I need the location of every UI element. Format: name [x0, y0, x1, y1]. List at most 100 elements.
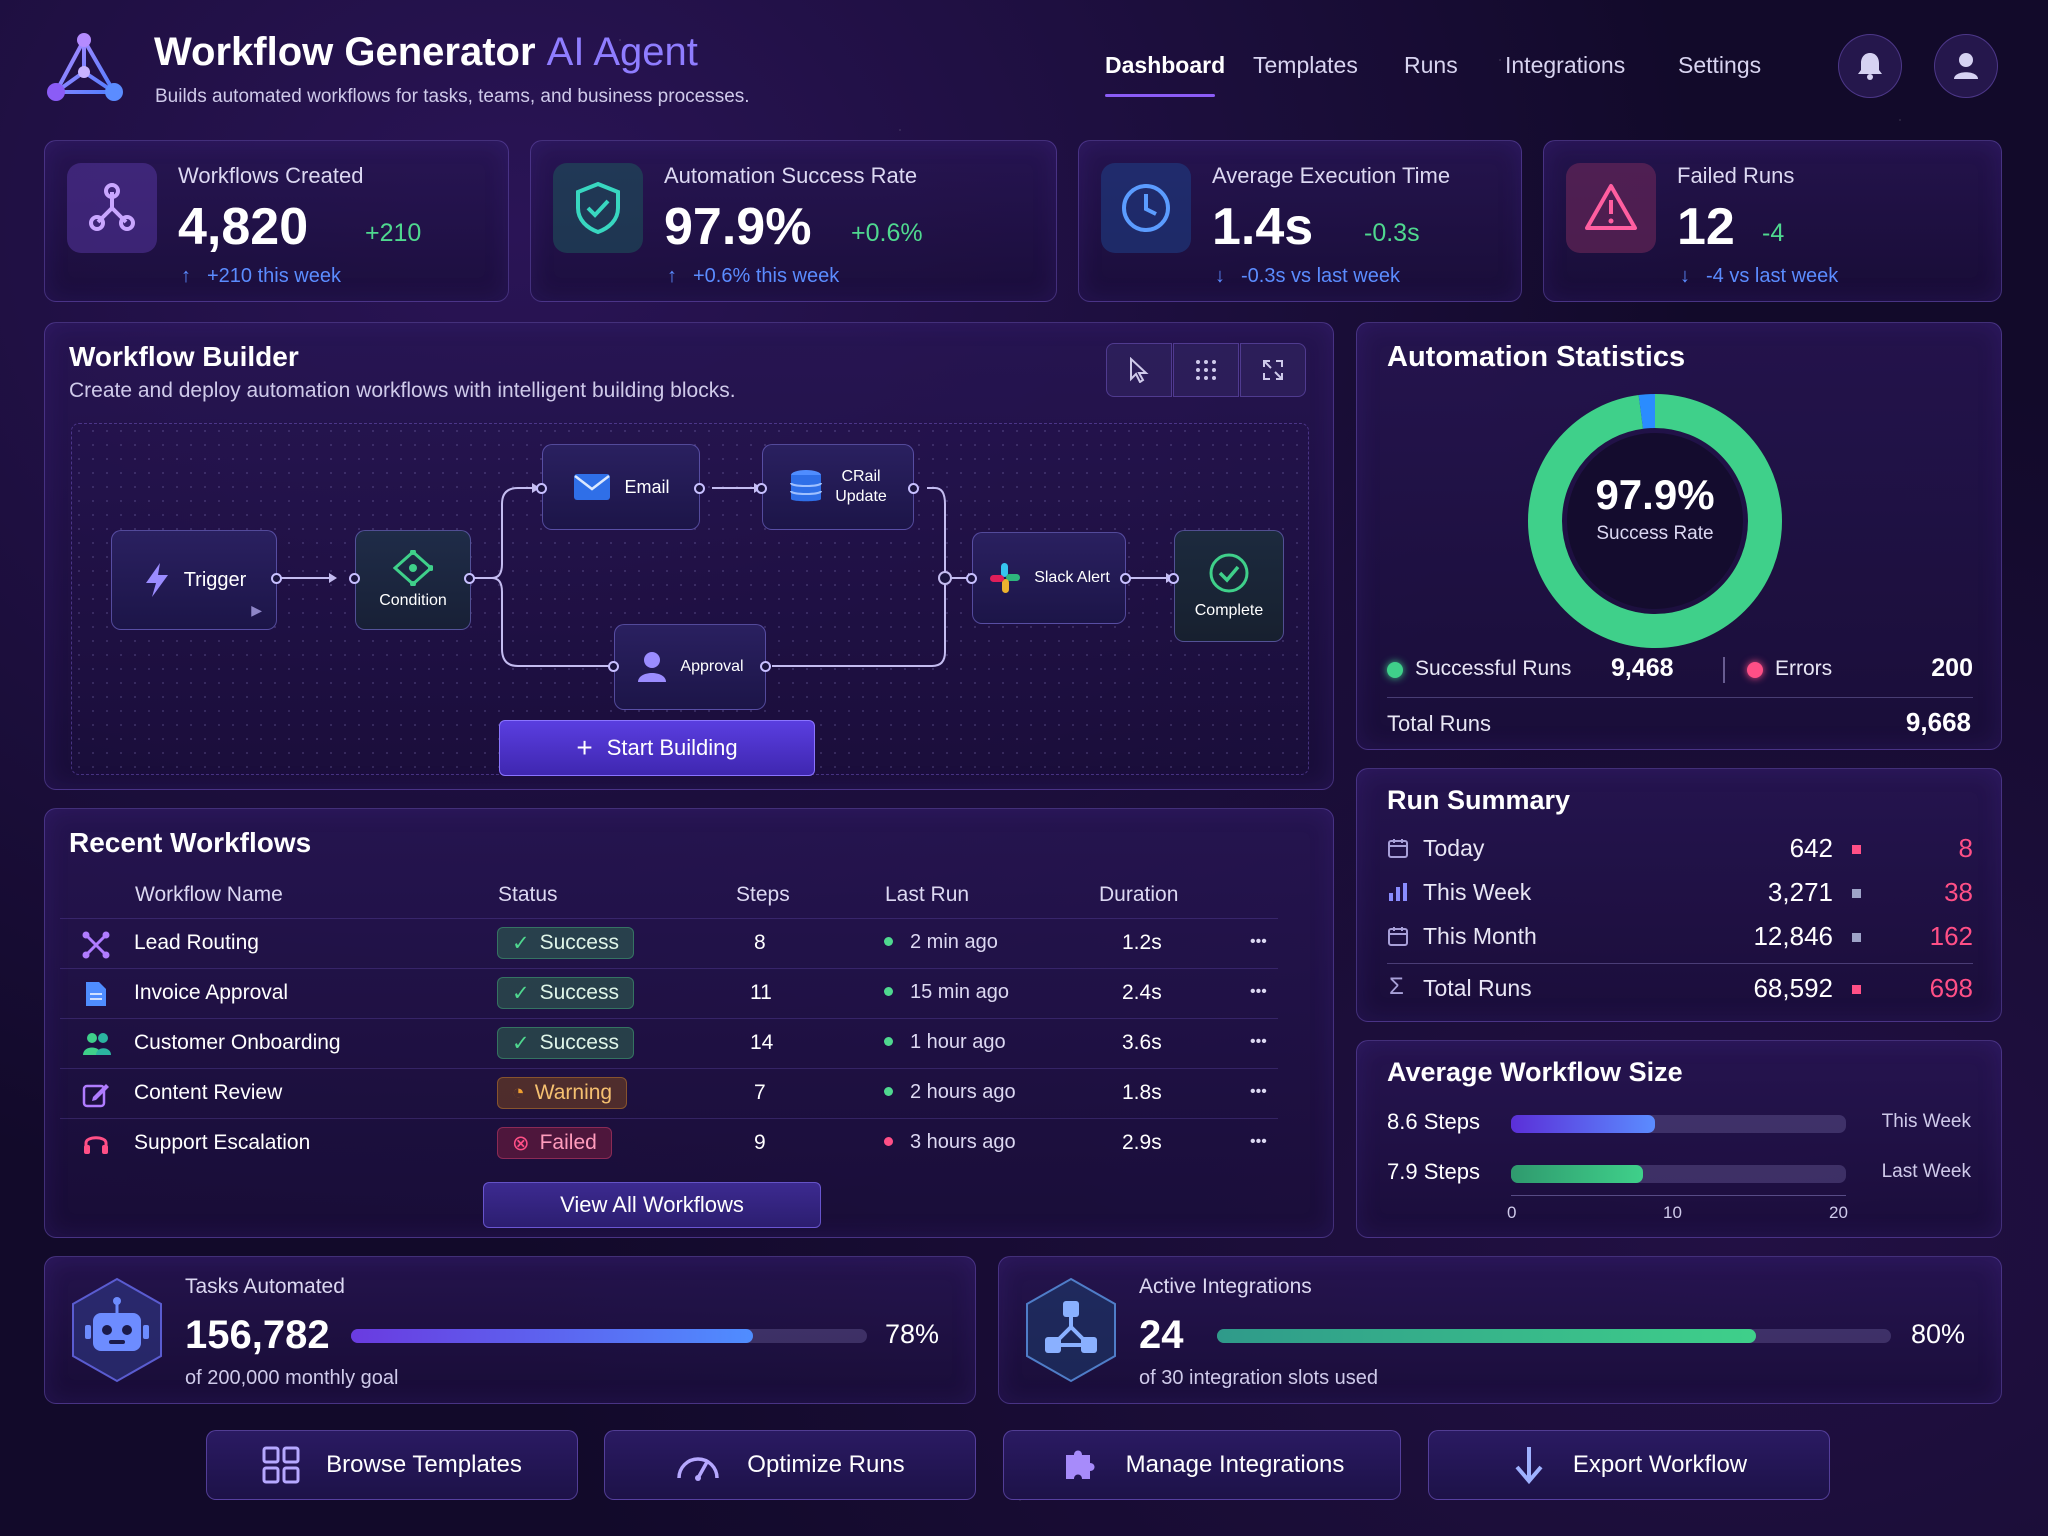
kpi-value: 12 [1677, 198, 1735, 256]
port[interactable] [1120, 573, 1131, 584]
success-check-icon: ✓ [512, 931, 530, 955]
node-approval[interactable]: Approval [614, 624, 766, 710]
summary-errors: 162 [1929, 921, 1973, 951]
integrations-progress-track [1217, 1329, 1891, 1343]
error-dot-icon [1747, 662, 1763, 678]
success-rate-value: 97.9% [1595, 471, 1715, 518]
nav-runs[interactable]: Runs [1404, 52, 1458, 78]
table-row[interactable]: Customer Onboarding ✓ Success 14 1 hour a… [60, 1018, 1278, 1068]
port[interactable] [760, 661, 771, 672]
app-title: Workflow Generator AI Agent [154, 30, 698, 75]
last-run: 1 hour ago [910, 1031, 1006, 1053]
node-crm-update[interactable]: CRail Update [762, 444, 914, 530]
steps: 9 [754, 1131, 766, 1154]
more-options-icon[interactable]: ••• [1250, 933, 1267, 950]
port[interactable] [694, 483, 705, 494]
avg-axis-line [1511, 1195, 1846, 1196]
table-row[interactable]: Invoice Approval ✓ Success 11 15 min ago … [60, 968, 1278, 1018]
builder-subtitle: Create and deploy automation workflows w… [69, 379, 736, 402]
node-condition[interactable]: Condition [355, 530, 471, 630]
nav-settings[interactable]: Settings [1678, 52, 1762, 78]
select-tool-button[interactable] [1106, 343, 1172, 397]
robot-icon [72, 1277, 162, 1383]
node-complete[interactable]: Complete [1174, 530, 1284, 642]
port[interactable] [756, 483, 767, 494]
email-icon [574, 474, 611, 500]
table-row[interactable]: Lead Routing ✓ Success 8 2 min ago 1.2s •… [60, 918, 1278, 968]
automation-statistics-panel: Automation Statistics 97.9% Success Rate… [1356, 322, 2002, 750]
status-label: Success [539, 1031, 619, 1054]
start-building-button[interactable]: + Start Building [499, 720, 815, 776]
warning-clock-icon: ◔ [512, 1081, 525, 1104]
status-label: Success [539, 981, 619, 1004]
col-workflow-name: Workflow Name [135, 883, 283, 906]
tasks-value: 156,782 [185, 1313, 330, 1357]
kpi-down-arrow-icon: ↓ [1215, 265, 1225, 287]
node-label: Trigger [183, 568, 247, 591]
grid-tool-button[interactable] [1173, 343, 1239, 397]
status-dot-icon [884, 987, 893, 996]
node-email[interactable]: Email [542, 444, 700, 530]
calendar-icon [1388, 839, 1408, 858]
person-icon [638, 652, 667, 682]
port[interactable] [966, 573, 977, 584]
more-options-icon[interactable]: ••• [1250, 983, 1267, 1000]
headset-icon [84, 1136, 108, 1154]
nav-integrations[interactable]: Integrations [1505, 52, 1626, 78]
browse-templates-button[interactable]: Browse Templates [206, 1430, 578, 1500]
summary-label: Today [1423, 835, 1485, 861]
status-badge: ✓ Success [497, 927, 634, 959]
table-row[interactable]: Content Review ◔ Warning 7 2 hours ago 1.… [60, 1068, 1278, 1118]
summary-value: 68,592 [1753, 973, 1833, 1003]
view-all-workflows-button[interactable]: View All Workflows [483, 1182, 821, 1228]
successful-runs-legend: Successful Runs 9,468 Errors 200 [1387, 653, 1973, 689]
export-workflow-button[interactable]: Export Workflow [1428, 1430, 1830, 1500]
profile-button[interactable] [1934, 34, 1998, 98]
workflow-name: Support Escalation [134, 1131, 311, 1154]
port[interactable] [1168, 573, 1179, 584]
manage-integrations-button[interactable]: Manage Integrations [1003, 1430, 1401, 1500]
shield-check-icon [553, 163, 643, 253]
fullscreen-button[interactable] [1240, 343, 1306, 397]
avg-axis-tick: 10 [1663, 1203, 1682, 1222]
kpi-label: Average Execution Time [1212, 163, 1451, 188]
duration: 1.8s [1122, 1081, 1162, 1104]
run-summary-panel: Run Summary Today 642 8 This Week 3,271 … [1356, 768, 2002, 1022]
port[interactable] [349, 573, 360, 584]
run-summary-title: Run Summary [1387, 785, 1571, 815]
status-badge: ✓ Success [497, 977, 634, 1009]
kpi-average-execution-time: Average Execution Time 1.4s -0.3s ↓ -0.3… [1078, 140, 1522, 302]
optimize-runs-button[interactable]: Optimize Runs [604, 1430, 976, 1500]
node-slack-alert[interactable]: Slack Alert [972, 532, 1126, 624]
port[interactable] [608, 661, 619, 672]
nodes-icon [67, 163, 157, 253]
more-options-icon[interactable]: ••• [1250, 1033, 1267, 1050]
table-row[interactable]: Support Escalation ⊗ Failed 9 3 hours ago… [60, 1118, 1278, 1168]
lightning-icon [145, 563, 168, 597]
grid-dots-icon [1196, 360, 1216, 380]
summary-row: This Month 12,846 162 [1387, 917, 1973, 957]
donut-center: 97.9% Success Rate [1525, 471, 1785, 545]
kpi-note: -4 vs last week [1706, 265, 1839, 287]
more-options-icon[interactable]: ••• [1250, 1083, 1267, 1100]
node-label: Condition [379, 592, 447, 609]
nav-dashboard[interactable]: Dashboard [1105, 52, 1226, 78]
summary-label: Total Runs [1423, 975, 1532, 1001]
port[interactable] [908, 483, 919, 494]
node-label-line2: Update [835, 488, 887, 505]
notifications-button[interactable] [1838, 34, 1902, 98]
builder-canvas[interactable]: Trigger ▶ Condition Email CRail Update [71, 423, 1309, 776]
node-label: Complete [1194, 602, 1264, 619]
success-dot-icon [1387, 662, 1403, 678]
more-options-icon[interactable]: ••• [1250, 1133, 1267, 1150]
col-status: Status [498, 883, 558, 906]
edit-icon [82, 1084, 109, 1108]
legend-divider [1723, 657, 1725, 683]
node-trigger[interactable]: Trigger ▶ [111, 530, 277, 630]
port[interactable] [271, 573, 282, 584]
check-circle-icon [1209, 553, 1249, 593]
nav-templates[interactable]: Templates [1253, 52, 1358, 78]
port[interactable] [464, 573, 475, 584]
app-logo [44, 32, 124, 108]
port[interactable] [536, 483, 547, 494]
